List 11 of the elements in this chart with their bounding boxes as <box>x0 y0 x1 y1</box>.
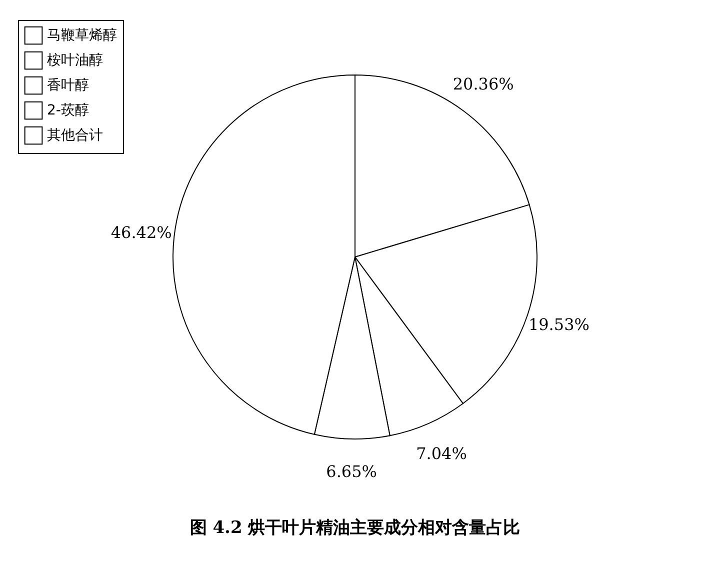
legend-label: 马鞭草烯醇 <box>47 28 117 44</box>
data-label: 7.04% <box>416 444 467 463</box>
legend-label: 2-莰醇 <box>47 102 89 118</box>
legend-label: 其他合计 <box>47 128 103 144</box>
legend-label: 香叶醇 <box>47 78 89 94</box>
text: 图 4.2 烘干叶片精油主要成分相对含量占比 <box>190 518 520 538</box>
data-label: 20.36% <box>452 74 514 94</box>
data-label: 6.65% <box>326 462 377 481</box>
legend-label: 桉叶油醇 <box>47 52 103 68</box>
data-label: 19.53% <box>528 315 590 334</box>
data-label: 46.42% <box>110 222 172 242</box>
